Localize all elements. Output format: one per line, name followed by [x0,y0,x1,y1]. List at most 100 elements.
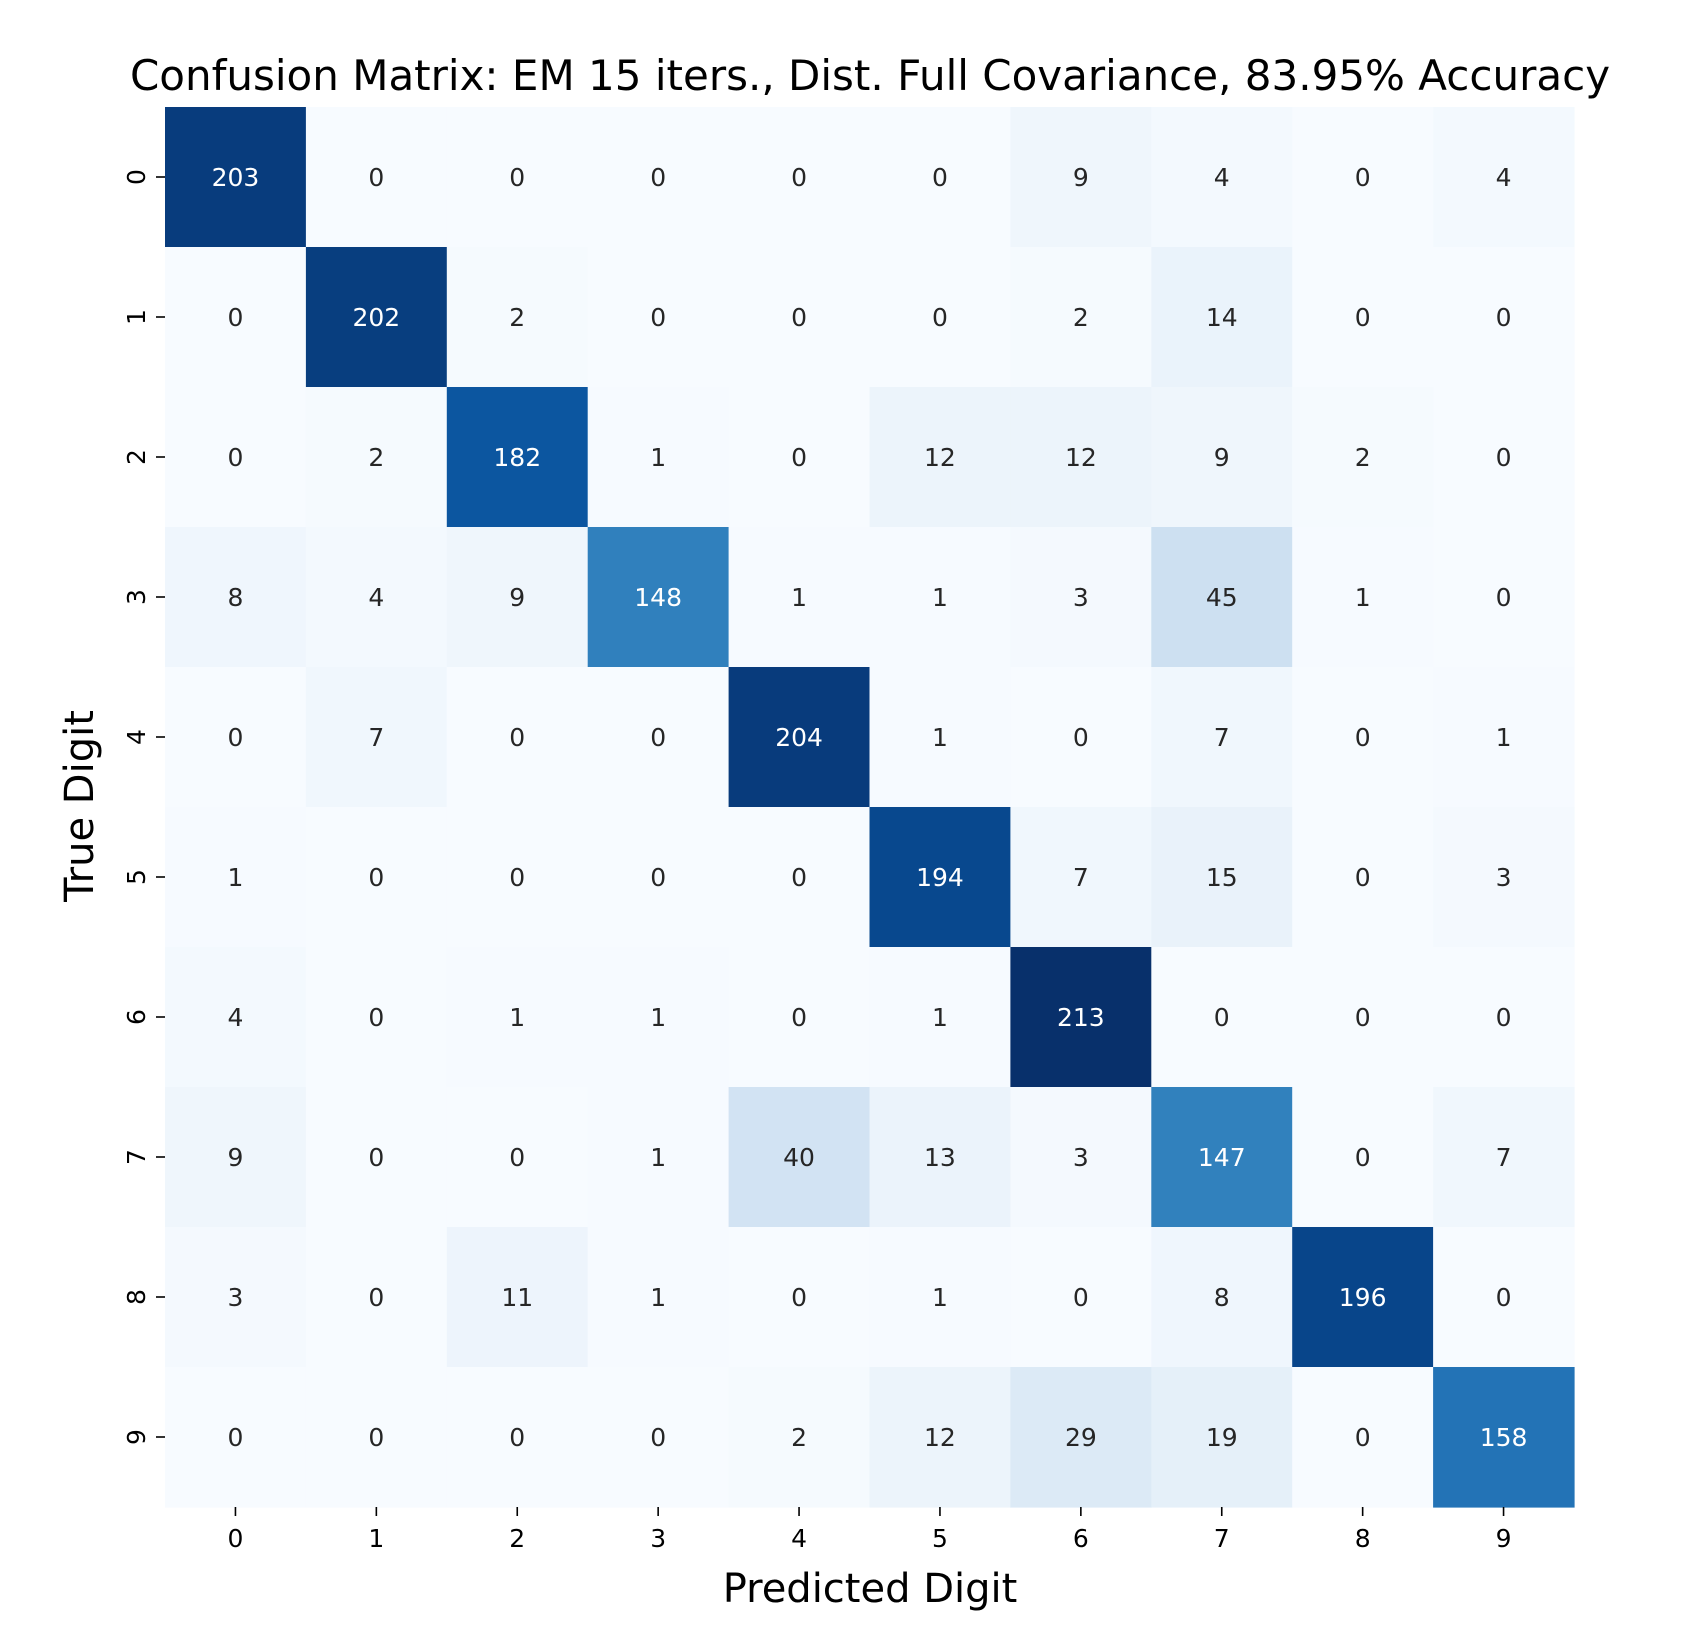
heatmap-cell-3-5 [869,527,1011,668]
cell-value-label-6-2: 1 [509,1003,525,1032]
cell-value-label-5-8: 0 [1355,863,1371,892]
heatmap-cell-1-3 [587,247,730,388]
cell-value-label-5-7: 15 [1206,863,1238,892]
heatmap-cell-6-0 [165,947,307,1088]
cell-value-label-2-1: 2 [368,443,384,472]
y-tick-label-1: 1 [122,309,151,325]
heatmap-cell-4-4 [728,667,871,808]
cell-value-label-6-1: 0 [368,1003,384,1032]
cell-value-label-9-4: 2 [791,1423,807,1452]
cell-value-label-3-2: 9 [509,583,525,612]
heatmap-cell-1-5 [869,247,1011,388]
heatmap-cell-9-0 [165,1367,307,1508]
cell-value-label-3-1: 4 [368,583,384,612]
cell-value-label-7-4: 40 [783,1143,815,1172]
cell-value-label-3-9: 0 [1496,583,1512,612]
cell-value-label-7-6: 3 [1073,1143,1089,1172]
cell-value-label-7-0: 9 [227,1143,243,1172]
cell-value-label-4-5: 1 [932,723,948,752]
cell-value-label-1-5: 0 [932,303,948,332]
heatmap-cell-1-1 [305,247,448,388]
heatmap-cell-9-3 [587,1367,730,1508]
y-tick-label-0: 0 [122,169,151,185]
heatmap-cell-8-1 [305,1227,448,1368]
heatmap-cell-3-6 [1010,527,1152,668]
heatmap-cell-5-8 [1292,807,1434,948]
cell-value-label-7-7: 147 [1198,1143,1246,1172]
cell-value-label-6-0: 4 [227,1003,243,1032]
heatmap-cell-3-1 [305,527,448,668]
y-tick-label-9: 9 [122,1429,151,1445]
heatmap-cell-5-3 [587,807,730,948]
cell-value-label-9-0: 0 [227,1423,243,1452]
heatmap-cell-8-6 [1010,1227,1152,1368]
cell-value-label-1-8: 0 [1355,303,1371,332]
cell-value-label-7-1: 0 [368,1143,384,1172]
heatmap-cell-9-5 [869,1367,1011,1508]
cell-value-label-0-3: 0 [650,163,666,192]
heatmap-cell-2-4 [728,387,871,528]
heatmap-cell-2-9 [1433,387,1575,528]
cell-value-label-0-7: 4 [1214,163,1230,192]
cell-value-label-0-1: 0 [368,163,384,192]
heatmap-cell-2-0 [165,387,307,528]
cell-value-label-0-4: 0 [791,163,807,192]
heatmap-cell-1-9 [1433,247,1575,388]
heatmap-cell-1-8 [1292,247,1434,388]
heatmap-cell-8-3 [587,1227,730,1368]
heatmap-cell-3-9 [1433,527,1575,668]
heatmap-cell-1-2 [446,247,589,388]
cell-value-label-3-7: 45 [1206,583,1238,612]
x-tick-label-4: 4 [791,1524,807,1553]
heatmap-cell-5-7 [1151,807,1293,948]
y-tick-label-5: 5 [122,869,151,885]
heatmap-cell-7-7 [1151,1087,1293,1228]
cell-value-label-0-9: 4 [1496,163,1512,192]
heatmap-cell-8-7 [1151,1227,1293,1368]
cell-value-label-3-0: 8 [227,583,243,612]
cell-value-label-6-9: 0 [1496,1003,1512,1032]
cell-value-label-5-1: 0 [368,863,384,892]
heatmap-cell-4-6 [1010,667,1152,808]
heatmap-cell-4-5 [869,667,1011,808]
heatmap-cell-2-2 [446,387,589,528]
heatmap-cell-9-4 [728,1367,871,1508]
cell-value-label-0-5: 0 [932,163,948,192]
heatmap-cell-8-0 [165,1227,307,1368]
heatmap-cell-4-1 [305,667,448,808]
cell-value-label-4-0: 0 [227,723,243,752]
cell-value-label-2-6: 12 [1065,443,1097,472]
x-tick-label-2: 2 [509,1524,525,1553]
cell-value-label-8-4: 0 [791,1283,807,1312]
cell-value-label-4-3: 0 [650,723,666,752]
heatmap-cell-5-5 [869,807,1011,948]
cell-value-label-7-9: 7 [1496,1143,1512,1172]
cell-value-label-9-7: 19 [1206,1423,1238,1452]
heatmap-cell-3-3 [587,527,730,668]
cell-value-label-9-9: 158 [1480,1423,1528,1452]
cell-value-label-5-9: 3 [1496,863,1512,892]
heatmap-cell-8-8 [1292,1227,1434,1368]
heatmap-cell-0-0 [165,107,307,248]
x-tick-label-1: 1 [368,1524,384,1553]
heatmap-cell-2-5 [869,387,1011,528]
heatmap-cell-9-6 [1010,1367,1152,1508]
heatmap-cell-6-4 [728,947,871,1088]
cell-value-label-8-2: 11 [501,1283,533,1312]
heatmap-cell-6-1 [305,947,448,1088]
cell-value-label-4-9: 1 [1496,723,1512,752]
heatmap-cell-6-7 [1151,947,1293,1088]
cell-value-label-4-8: 0 [1355,723,1371,752]
heatmap-cell-0-1 [305,107,448,248]
cell-value-label-4-2: 0 [509,723,525,752]
heatmap-cell-0-9 [1433,107,1575,248]
heatmap-cell-0-4 [728,107,871,248]
cell-value-label-8-8: 196 [1339,1283,1387,1312]
heatmap-cell-5-1 [305,807,448,948]
heatmap-cell-6-8 [1292,947,1434,1088]
cell-value-label-1-1: 202 [352,303,400,332]
cell-value-label-1-4: 0 [791,303,807,332]
heatmap-cell-2-3 [587,387,730,528]
cell-value-label-0-8: 0 [1355,163,1371,192]
cell-value-label-5-5: 194 [916,863,964,892]
